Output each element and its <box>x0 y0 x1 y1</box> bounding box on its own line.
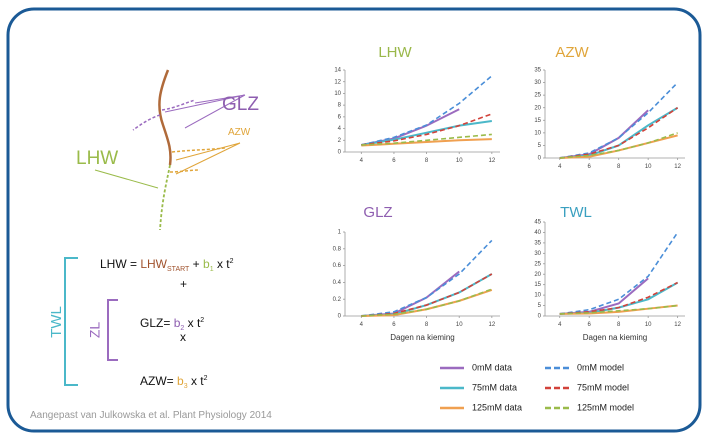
formula: GLZ= b2 x t2 <box>140 316 204 332</box>
x-tick-label: 10 <box>645 164 652 170</box>
y-tick-label: 45 <box>534 220 541 226</box>
legend-label: 125mM model <box>577 402 634 412</box>
formula-part: LHW <box>140 257 167 271</box>
formula: AZW= b3 x t2 <box>140 374 208 390</box>
y-tick-label: 10 <box>534 293 541 299</box>
x-tick-label: 10 <box>456 158 463 164</box>
y-tick-label: 40 <box>534 230 541 236</box>
chart-title: GLZ <box>363 204 392 221</box>
formula-sup: 2 <box>200 317 204 324</box>
x-tick-label: 12 <box>674 322 681 328</box>
x-axis-label: Dagen na kieming <box>390 333 454 342</box>
legend-label: 75mM data <box>472 382 517 392</box>
x-tick-label: 12 <box>488 158 495 164</box>
formula-sup: 2 <box>230 258 234 265</box>
y-tick-label: 0.4 <box>333 280 342 286</box>
source: Aangepast van Julkowska et al. Plant Phy… <box>30 410 272 421</box>
y-tick-label: 35 <box>534 240 541 246</box>
y-tick-label: 0.8 <box>333 246 342 252</box>
formula-part: + <box>189 257 203 271</box>
y-tick-label: 15 <box>534 282 541 288</box>
legend-label: 125mM data <box>472 402 522 412</box>
glz-label: GLZ <box>222 94 259 115</box>
x-tick-label: 10 <box>456 322 463 328</box>
x-axis-label: Dagen na kieming <box>583 333 647 342</box>
y-tick-label: 10 <box>534 130 541 136</box>
x-tick-label: 12 <box>674 164 681 170</box>
x-tick-label: 12 <box>488 322 495 328</box>
zl-label: ZL <box>87 322 103 339</box>
formula-part: x t <box>214 257 231 271</box>
y-tick-label: 35 <box>534 68 541 74</box>
chart-title: AZW <box>555 44 589 61</box>
formula-sup: 2 <box>204 375 208 382</box>
formula-plus: + <box>180 277 187 291</box>
x-tick-label: 10 <box>645 322 652 328</box>
y-tick-label: 30 <box>534 80 541 86</box>
y-tick-label: 30 <box>534 251 541 257</box>
twl-label: TWL <box>48 306 65 338</box>
formula-part: AZW= <box>140 374 177 388</box>
y-tick-label: 14 <box>334 68 341 74</box>
formula: LHW = LHWSTART + b1 x t2 <box>100 257 234 273</box>
y-tick-label: 12 <box>334 79 341 85</box>
chart-title: TWL <box>560 204 592 221</box>
formula-part: GLZ= <box>140 316 174 330</box>
y-tick-label: 20 <box>534 272 541 278</box>
y-tick-label: 0.6 <box>333 263 342 269</box>
y-tick-label: 20 <box>534 105 541 111</box>
y-tick-label: 25 <box>534 93 541 99</box>
y-tick-label: 25 <box>534 261 541 267</box>
formula-part: LHW = <box>100 257 140 271</box>
formula-times: x <box>180 330 186 344</box>
legend-label: 0mM data <box>472 362 512 372</box>
slide: GLZ AZW LHW LHW = LHWSTART + b1 x t2 + G… <box>0 0 708 439</box>
chart-title: LHW <box>378 44 412 61</box>
y-tick-label: 0.2 <box>333 297 342 303</box>
legend-label: 75mM model <box>577 382 629 392</box>
y-tick-label: 10 <box>334 91 341 97</box>
lhw-label: LHW <box>76 148 118 169</box>
legend-label: 0mM model <box>577 362 624 372</box>
y-tick-label: 15 <box>534 118 541 124</box>
azw-label: AZW <box>228 127 251 138</box>
formula-sub: START <box>167 266 190 273</box>
formula-part: x t <box>184 316 201 330</box>
formula-part: x t <box>188 374 205 388</box>
